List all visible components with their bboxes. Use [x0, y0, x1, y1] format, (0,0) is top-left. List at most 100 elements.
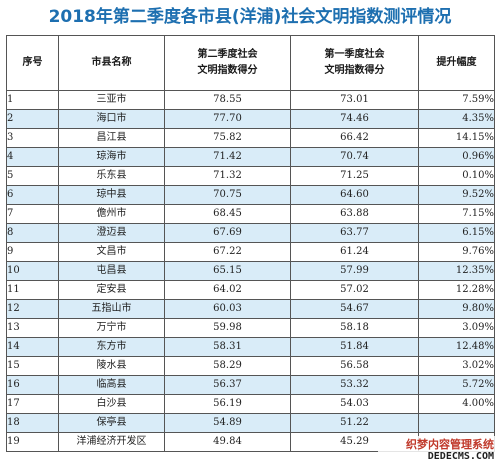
row-name: 临高县 [58, 375, 165, 395]
row-rise: 3.09% [418, 318, 495, 338]
row-index: 9 [6, 242, 59, 262]
row-rise: 7.59% [418, 90, 495, 110]
table-row: 15 陵水县 58.29 56.58 3.02% [6, 356, 495, 376]
row-q1-score: 71.25 [290, 166, 419, 186]
row-name: 乐东县 [58, 166, 165, 186]
row-name: 琼海市 [58, 147, 165, 167]
row-rise: 9.76% [418, 242, 495, 262]
row-index: 13 [6, 318, 59, 338]
row-q2-score: 77.70 [164, 109, 291, 129]
row-index: 18 [6, 413, 59, 433]
row-index: 5 [6, 166, 59, 186]
row-name: 昌江县 [58, 128, 165, 148]
row-q2-score: 67.69 [164, 223, 291, 243]
row-name: 儋州市 [58, 204, 165, 224]
row-q2-score: 64.02 [164, 280, 291, 300]
row-q1-score: 61.24 [290, 242, 419, 262]
row-q2-score: 71.42 [164, 147, 291, 167]
row-rise: 9.80% [418, 299, 495, 319]
row-name: 洋浦经济开发区 [58, 432, 165, 452]
table-row: 6 琼中县 70.75 64.60 9.52% [6, 185, 495, 205]
header-name: 市县名称 [58, 35, 165, 91]
row-name: 东方市 [58, 337, 165, 357]
row-index: 3 [6, 128, 59, 148]
row-q1-score: 64.60 [290, 185, 419, 205]
row-q2-score: 70.75 [164, 185, 291, 205]
row-q2-score: 65.15 [164, 261, 291, 281]
row-rise [418, 413, 495, 433]
row-q2-score: 60.03 [164, 299, 291, 319]
row-q1-score: 63.77 [290, 223, 419, 243]
header-q1-score: 第一季度社会 文明指数得分 [290, 35, 419, 91]
row-rise: 12.35% [418, 261, 495, 281]
row-rise: 3.02% [418, 356, 495, 376]
row-rise: 5.72% [418, 375, 495, 395]
row-q2-score: 68.45 [164, 204, 291, 224]
table-row: 17 白沙县 56.19 54.03 4.00% [6, 394, 495, 414]
row-name: 白沙县 [58, 394, 165, 414]
row-q1-score: 70.74 [290, 147, 419, 167]
row-q2-score: 56.19 [164, 394, 291, 414]
header-rise: 提升幅度 [418, 35, 495, 91]
table-row: 7 儋州市 68.45 63.88 7.15% [6, 204, 495, 224]
row-name: 保亭县 [58, 413, 165, 433]
page-title: 2018年第二季度各市县(洋浦)社会文明指数测评情况 [48, 7, 452, 27]
table-row: 1 三亚市 78.55 73.01 7.59% [6, 90, 495, 110]
score-table: 序号 市县名称 第二季度社会 文明指数得分 第一季度社会 文明指数得分 提升幅度… [6, 35, 495, 452]
table-row: 13 万宁市 59.98 58.18 3.09% [6, 318, 495, 338]
row-index: 4 [6, 147, 59, 167]
row-name: 陵水县 [58, 356, 165, 376]
row-name: 海口市 [58, 109, 165, 129]
row-q1-score: 53.32 [290, 375, 419, 395]
row-q2-score: 56.37 [164, 375, 291, 395]
row-rise: 4.00% [418, 394, 495, 414]
row-index: 11 [6, 280, 59, 300]
row-q1-score: 74.46 [290, 109, 419, 129]
row-index: 10 [6, 261, 59, 281]
table-row: 9 文昌市 67.22 61.24 9.76% [6, 242, 495, 262]
row-q1-score: 57.02 [290, 280, 419, 300]
row-q2-score: 78.55 [164, 90, 291, 110]
row-index: 8 [6, 223, 59, 243]
row-q1-score: 57.99 [290, 261, 419, 281]
row-q2-score: 59.98 [164, 318, 291, 338]
table-row: 11 定安县 64.02 57.02 12.28% [6, 280, 495, 300]
row-q1-score: 73.01 [290, 90, 419, 110]
row-q2-score: 71.32 [164, 166, 291, 186]
row-rise: 0.96% [418, 147, 495, 167]
row-name: 琼中县 [58, 185, 165, 205]
row-q1-score: 56.58 [290, 356, 419, 376]
row-rise: 14.15% [418, 128, 495, 148]
row-index: 17 [6, 394, 59, 414]
row-rise: 12.28% [418, 280, 495, 300]
row-name: 万宁市 [58, 318, 165, 338]
row-index: 7 [6, 204, 59, 224]
row-q2-score: 49.84 [164, 432, 291, 452]
table-row: 3 昌江县 75.82 66.42 14.15% [6, 128, 495, 148]
row-q1-score: 51.84 [290, 337, 419, 357]
row-index: 19 [6, 432, 59, 452]
row-name: 五指山市 [58, 299, 165, 319]
table-row: 10 屯昌县 65.15 57.99 12.35% [6, 261, 495, 281]
row-name: 定安县 [58, 280, 165, 300]
row-index: 12 [6, 299, 59, 319]
table-row: 16 临高县 56.37 53.32 5.72% [6, 375, 495, 395]
row-q1-score: 51.22 [290, 413, 419, 433]
row-q2-score: 67.22 [164, 242, 291, 262]
row-rise: 6.15% [418, 223, 495, 243]
table-row: 14 东方市 58.31 51.84 12.48% [6, 337, 495, 357]
table-row: 4 琼海市 71.42 70.74 0.96% [6, 147, 495, 167]
row-name: 文昌市 [58, 242, 165, 262]
row-index: 1 [6, 90, 59, 110]
watermark-logo: 织梦内容管理系统 DEDECMS.COM [378, 436, 496, 466]
row-q2-score: 58.29 [164, 356, 291, 376]
watermark-domain: DEDECMS.COM [427, 451, 494, 462]
table-row: 8 澄迈县 67.69 63.77 6.15% [6, 223, 495, 243]
table-row: 5 乐东县 71.32 71.25 0.10% [6, 166, 495, 186]
row-index: 16 [6, 375, 59, 395]
row-rise: 9.52% [418, 185, 495, 205]
table-row: 18 保亭县 54.89 51.22 [6, 413, 495, 433]
table-body: 1 三亚市 78.55 73.01 7.59% 2 海口市 77.70 74.46 4.35% 3 昌… [6, 90, 495, 452]
table-row: 12 五指山市 60.03 54.67 9.80% [6, 299, 495, 319]
row-q1-score: 58.18 [290, 318, 419, 338]
